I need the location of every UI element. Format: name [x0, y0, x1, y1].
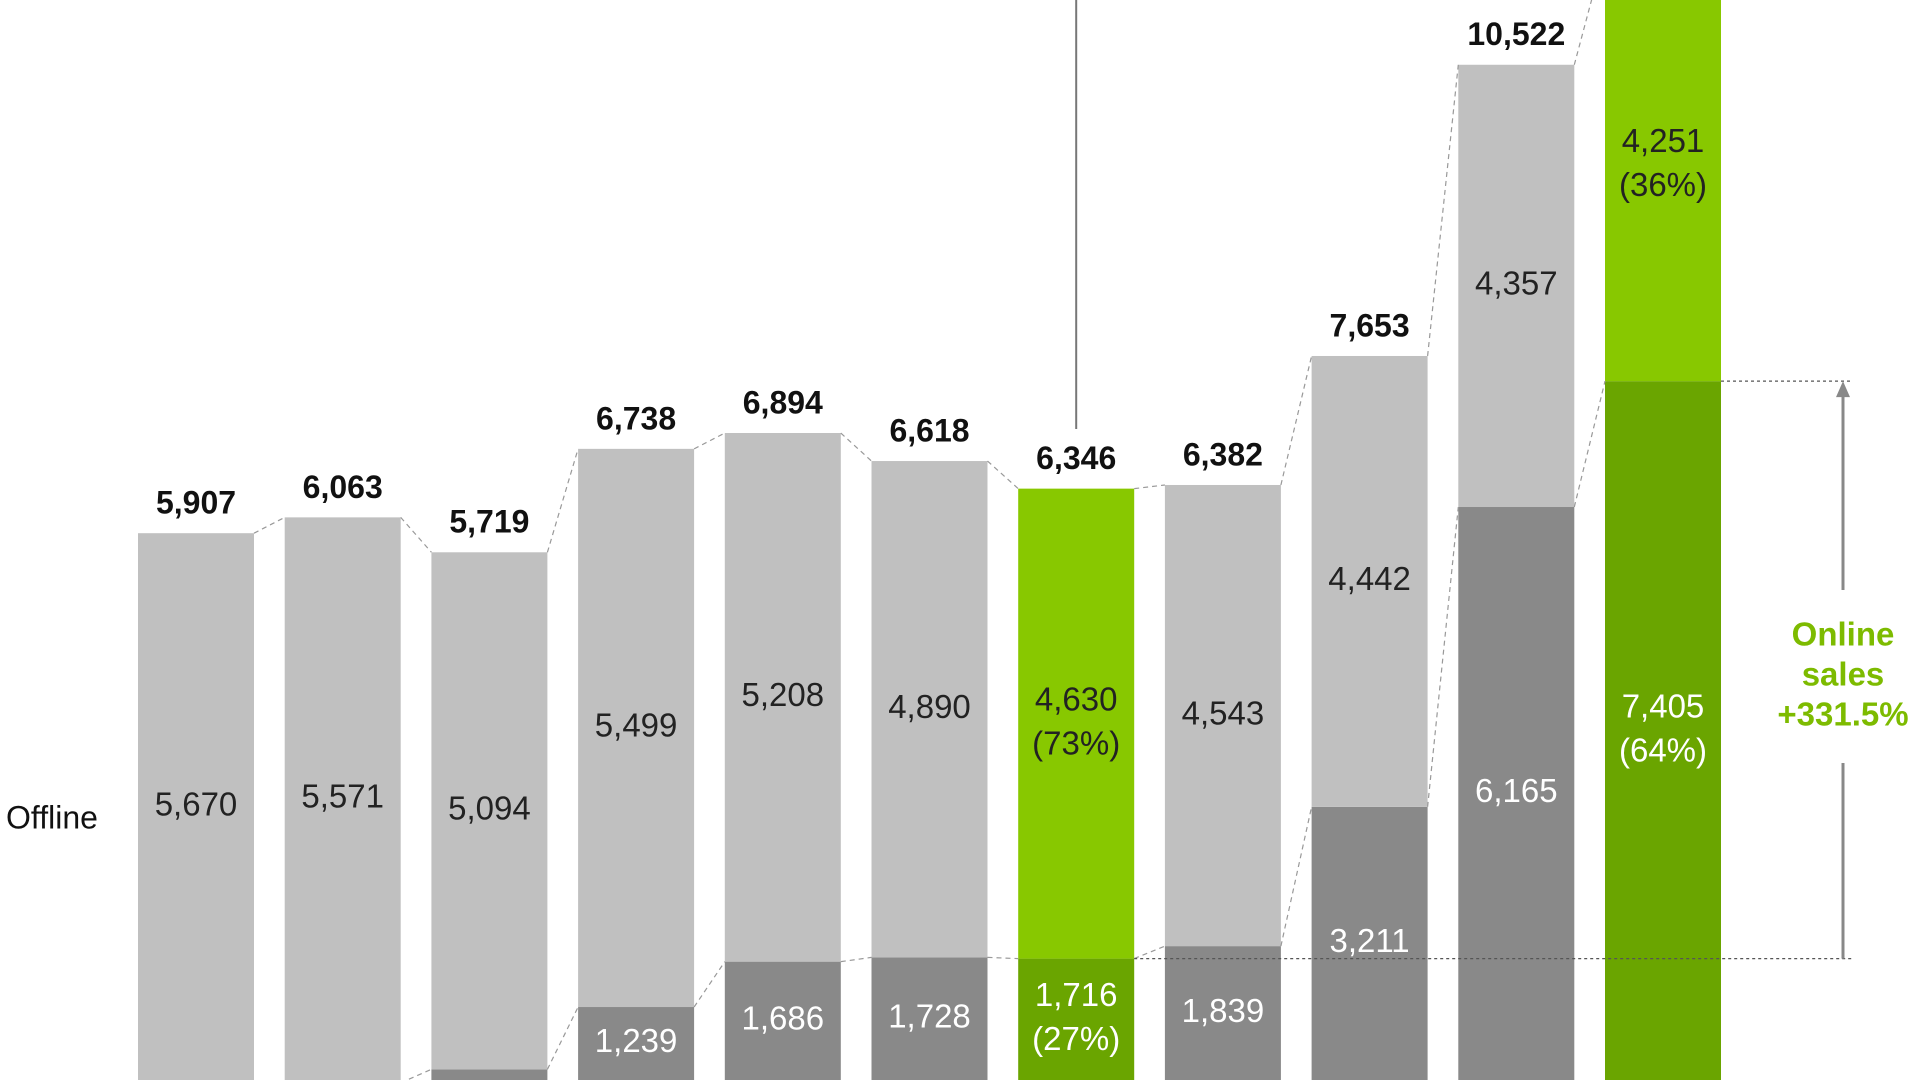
value-label: 4,890: [888, 688, 971, 725]
connector: [1573, 381, 1606, 508]
value-label: 5,094: [448, 790, 531, 827]
connector: [546, 448, 579, 553]
bar-segment: [431, 552, 548, 1070]
bar-segment: [1018, 488, 1135, 959]
annotation: sales: [1802, 656, 1885, 693]
bar-segment: [871, 957, 988, 1080]
value-label: 1,728: [888, 997, 971, 1034]
connector: [987, 460, 1019, 490]
connector: [840, 432, 872, 462]
total-label: 6,063: [303, 469, 383, 505]
total-label: 7,653: [1330, 307, 1410, 343]
connector: [1427, 506, 1459, 807]
connector: [693, 961, 726, 1008]
bar-segment: [578, 1007, 695, 1080]
value-label: 4,357: [1475, 265, 1558, 302]
connector: [987, 956, 1019, 960]
value-label: 5,670: [155, 785, 238, 822]
total-label: 6,618: [889, 412, 969, 448]
connector: [546, 1006, 579, 1070]
value-label: 4,442: [1328, 560, 1411, 597]
value-label: 1,839: [1182, 992, 1265, 1029]
total-label: 5,907: [156, 485, 236, 521]
bar-segment: [1018, 958, 1135, 1080]
bar-segment: [724, 433, 841, 962]
bar-segment: [578, 448, 695, 1008]
bar-segment: [1605, 381, 1721, 1080]
connector: [1427, 64, 1459, 357]
connector: [1280, 806, 1313, 947]
connector: [253, 516, 285, 534]
connector: [840, 956, 872, 963]
bar-segment: [1605, 0, 1721, 382]
share-label: (73%): [1032, 724, 1120, 761]
value-label: 4,543: [1182, 694, 1265, 731]
total-label: 6,738: [596, 400, 676, 436]
bar-segment: [1458, 507, 1575, 1080]
bar-segment: [1311, 806, 1428, 1080]
value-label: 5,499: [595, 707, 678, 744]
connector: [405, 1068, 432, 1080]
series-label: Offline: [6, 799, 98, 835]
value-label: 1,686: [742, 1000, 825, 1037]
annotation: +331.5%: [1777, 696, 1908, 733]
connector: [1134, 484, 1165, 490]
bar-segment: [871, 461, 988, 958]
bar-segment: [431, 1069, 548, 1080]
bar-segment: [138, 533, 254, 1080]
total-label: 6,894: [743, 384, 823, 420]
value-label: 4,630: [1035, 680, 1118, 717]
value-label: 3,211: [1330, 922, 1410, 959]
connector: [400, 516, 432, 553]
bar-segment: [1311, 355, 1428, 807]
bar-segment: [284, 517, 401, 1080]
value-label: 1,239: [595, 1022, 678, 1059]
value-label: 7,405: [1622, 687, 1705, 724]
share-label: (64%): [1619, 731, 1707, 768]
value-label: 5,208: [742, 676, 825, 713]
annotation: Online: [1792, 616, 1895, 653]
connector: [1280, 355, 1313, 486]
total-label: 6,346: [1036, 440, 1116, 476]
value-label: 6,165: [1475, 772, 1558, 809]
connector: [1133, 945, 1166, 960]
bar-segment: [724, 961, 841, 1080]
total-label: 5,719: [449, 504, 529, 540]
connector: [693, 432, 726, 450]
total-label: 10,522: [1467, 16, 1565, 52]
value-label: 5,571: [301, 777, 384, 814]
bar-segment: [1458, 64, 1575, 508]
bar-segment: [1164, 484, 1281, 947]
share-label: (36%): [1619, 166, 1707, 203]
bar-segment: [1164, 946, 1281, 1080]
total-label: 6,382: [1183, 436, 1263, 472]
share-label: (27%): [1032, 1020, 1120, 1057]
value-label: 4,251: [1622, 122, 1705, 159]
arrow-head: [1836, 381, 1850, 398]
value-label: 1,716: [1035, 976, 1118, 1013]
connector: [1573, 0, 1593, 65]
